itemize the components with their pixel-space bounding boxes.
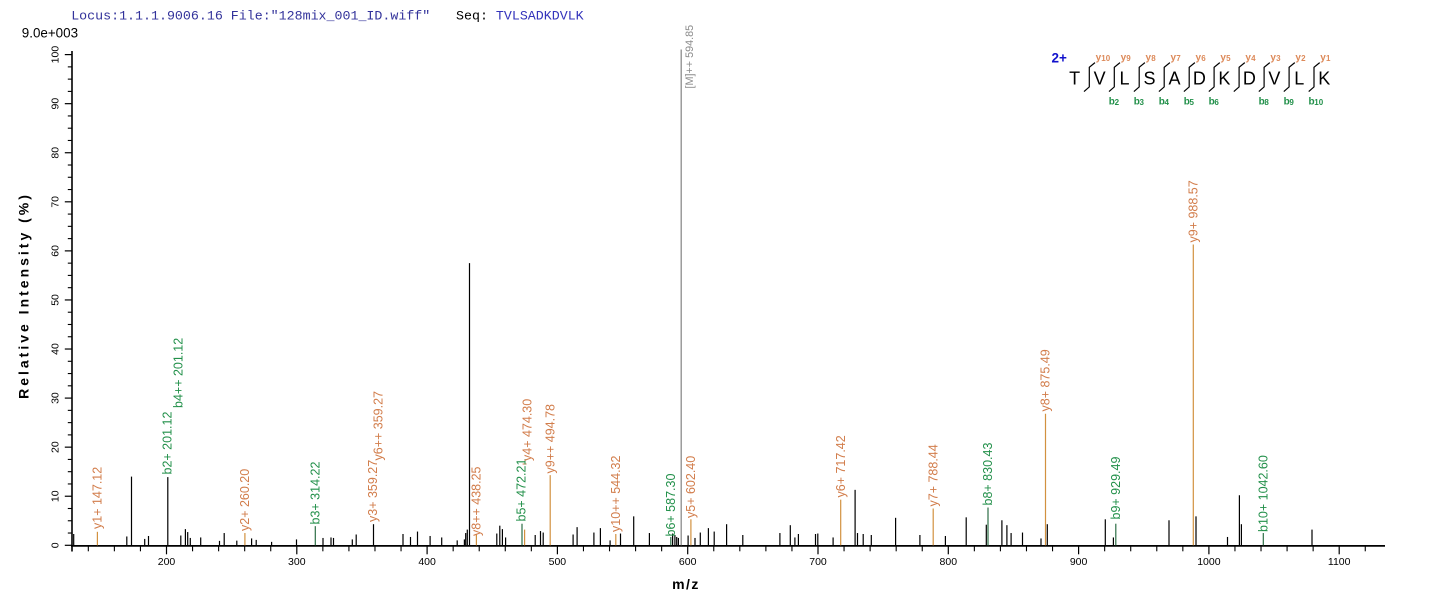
svg-text:TVLSADKDVLK: TVLSADKDVLK [496,9,584,24]
svg-text:A: A [1168,69,1180,89]
svg-text:9: 9 [1289,98,1294,107]
svg-text:b6+ 587.30: b6+ 587.30 [664,474,678,537]
svg-text:b: b [1109,97,1115,108]
svg-text:L: L [1294,69,1304,89]
svg-text:30: 30 [50,392,62,404]
svg-text:y8++ 438.25: y8++ 438.25 [470,466,484,536]
svg-text:80: 80 [50,147,62,159]
svg-text:3: 3 [1276,54,1281,63]
svg-text:y: y [1320,52,1326,63]
svg-text:b10+ 1042.60: b10+ 1042.60 [1257,455,1271,532]
svg-text:600: 600 [679,556,697,568]
svg-text:V: V [1268,69,1280,89]
svg-text:y6++ 359.27: y6++ 359.27 [372,391,386,461]
svg-text:700: 700 [809,556,827,568]
svg-text:T: T [1069,69,1080,89]
svg-text:K: K [1318,69,1330,89]
svg-text:40: 40 [50,343,62,355]
svg-text:8: 8 [1151,54,1156,63]
svg-text:90: 90 [50,98,62,110]
svg-text:y: y [1270,52,1276,63]
svg-text:9: 9 [1126,54,1131,63]
svg-text:y4+ 474.30: y4+ 474.30 [521,399,535,461]
svg-text:800: 800 [940,556,958,568]
svg-text:b: b [1209,97,1215,108]
svg-text:300: 300 [288,556,306,568]
svg-text:1000: 1000 [1197,556,1221,568]
svg-text:b2+ 201.12: b2+ 201.12 [161,412,175,475]
svg-text:2+: 2+ [1052,51,1068,66]
svg-text:60: 60 [50,245,62,257]
svg-text:Relative Intensity (%): Relative Intensity (%) [16,192,32,399]
svg-text:5: 5 [1226,54,1231,63]
svg-text:5: 5 [1190,98,1195,107]
svg-text:y9++ 494.78: y9++ 494.78 [543,404,557,474]
svg-text:4: 4 [1165,98,1170,107]
svg-text:y9+ 988.57: y9+ 988.57 [1187,180,1201,242]
svg-text:7: 7 [1176,54,1181,63]
svg-text:y8+ 875.49: y8+ 875.49 [1039,349,1053,411]
svg-text:y3+ 359.27: y3+ 359.27 [366,460,380,522]
svg-text:Locus:1.1.1.9006.16 File:"128m: Locus:1.1.1.9006.16 File:"128mix_001_ID.… [71,9,430,24]
svg-text:b: b [1134,97,1140,108]
svg-text:50: 50 [50,294,62,306]
svg-text:y: y [1096,52,1102,63]
svg-text:2: 2 [1301,54,1306,63]
svg-text:b: b [1284,97,1290,108]
svg-text:y6+ 717.42: y6+ 717.42 [834,435,848,497]
svg-text:y7+ 788.44: y7+ 788.44 [926,444,940,506]
svg-text:200: 200 [158,556,176,568]
svg-text:400: 400 [418,556,436,568]
svg-text:10: 10 [50,490,62,502]
svg-text:y: y [1295,52,1301,63]
svg-text:y: y [1146,52,1152,63]
svg-text:y: y [1220,52,1226,63]
svg-text:6: 6 [1201,54,1206,63]
svg-text:y: y [1245,52,1251,63]
svg-text:y10++ 544.32: y10++ 544.32 [609,455,623,532]
svg-text:b: b [1309,97,1315,108]
svg-text:8: 8 [1264,98,1269,107]
svg-text:[M]++ 594.85: [M]++ 594.85 [684,25,696,89]
svg-text:3: 3 [1140,98,1145,107]
svg-text:0: 0 [50,542,62,548]
svg-text:9.0e+003: 9.0e+003 [22,25,78,40]
svg-text:Seq:: Seq: [456,9,488,24]
svg-text:b8+ 830.43: b8+ 830.43 [981,443,995,506]
svg-text:b: b [1259,97,1265,108]
svg-text:S: S [1143,69,1155,89]
svg-text:y5+ 602.40: y5+ 602.40 [684,456,698,518]
svg-text:K: K [1218,69,1230,89]
svg-text:b4++ 201.12: b4++ 201.12 [172,338,186,408]
svg-text:b: b [1159,97,1165,108]
svg-text:10: 10 [1101,54,1110,63]
svg-text:10: 10 [1314,98,1323,107]
svg-text:D: D [1243,69,1256,89]
svg-text:500: 500 [549,556,567,568]
svg-text:1100: 1100 [1328,556,1351,568]
svg-text:L: L [1119,69,1129,89]
svg-text:b: b [1184,97,1190,108]
svg-text:y: y [1196,52,1202,63]
svg-text:y2+ 260.20: y2+ 260.20 [238,469,252,531]
svg-text:y: y [1171,52,1177,63]
svg-text:y1+ 147.12: y1+ 147.12 [91,467,105,529]
svg-text:D: D [1193,69,1206,89]
svg-text:V: V [1094,69,1106,89]
svg-text:100: 100 [50,46,62,64]
svg-text:4: 4 [1251,54,1256,63]
svg-text:2: 2 [1115,98,1120,107]
svg-text:y: y [1121,52,1127,63]
svg-text:b3+ 314.22: b3+ 314.22 [309,462,323,525]
svg-text:20: 20 [50,441,62,453]
svg-text:70: 70 [50,196,62,208]
svg-text:1: 1 [1326,54,1331,63]
svg-text:m/z: m/z [672,576,700,592]
svg-text:b9+ 929.49: b9+ 929.49 [1109,457,1123,520]
svg-text:900: 900 [1070,556,1088,568]
svg-text:b5+ 472.21: b5+ 472.21 [515,459,529,522]
svg-text:6: 6 [1214,98,1219,107]
